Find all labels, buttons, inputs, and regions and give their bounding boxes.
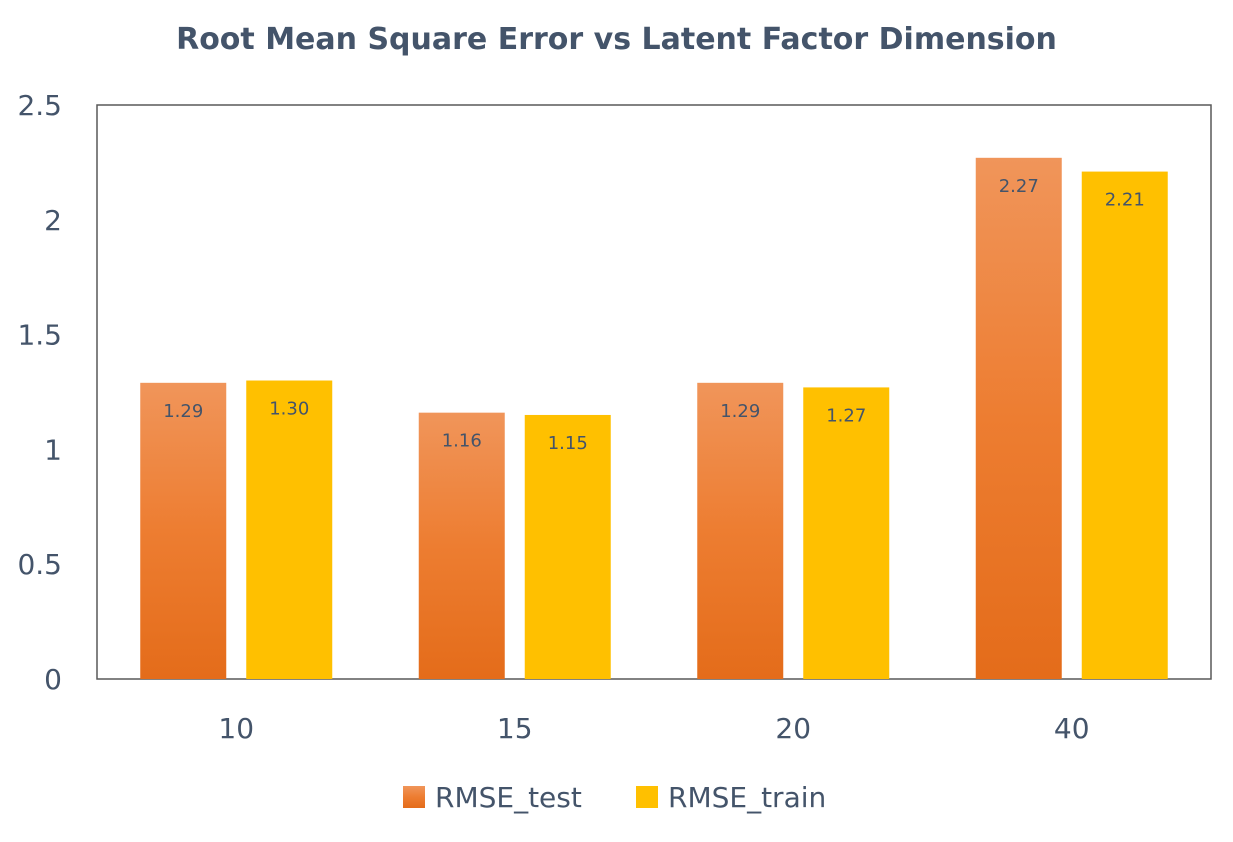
y-tick-label: 2 [44,204,62,237]
y-tick-label: 1.5 [17,319,62,352]
x-tick-label: 20 [775,712,811,745]
legend-swatch [636,786,658,808]
bar-RMSE_test-15 [418,412,505,679]
x-axis-ticks: 10 15 20 40 [218,712,1089,745]
y-tick-label: 0 [44,663,62,696]
legend-label: RMSE_test [435,781,582,814]
bar-RMSE_train-40 [1081,171,1168,680]
data-label: 1.29 [720,401,760,422]
x-tick-label: 10 [218,712,254,745]
x-tick-label: 40 [1054,712,1090,745]
x-tick-label: 15 [497,712,533,745]
bar-RMSE_test-40 [975,157,1062,680]
y-tick-label: 1 [44,433,62,466]
bar-RMSE_train-10 [246,380,333,679]
data-label: 1.29 [163,401,203,422]
chart-title: Root Mean Square Error vs Latent Factor … [176,22,1057,57]
data-labels: 1.29 1.30 1.16 1.15 1.29 1.27 2.27 2.21 [163,176,1145,454]
bar-RMSE_train-15 [524,414,611,679]
legend: RMSE_test RMSE_train [403,781,826,814]
bars [140,157,1168,680]
data-label: 1.30 [269,399,309,420]
data-label: 1.15 [548,433,588,454]
data-label: 1.27 [826,405,866,426]
plot-area-frame [96,104,1212,680]
y-tick-label: 0.5 [17,548,62,581]
bar-RMSE_test-10 [140,382,227,679]
data-label: 2.21 [1105,190,1145,211]
data-label: 1.16 [442,431,482,452]
bar-RMSE_test-20 [697,382,784,679]
y-tick-label: 2.5 [17,89,62,122]
legend-swatch [403,786,425,808]
data-label: 2.27 [999,176,1039,197]
legend-label: RMSE_train [668,781,826,814]
bar-RMSE_train-20 [803,387,890,679]
y-axis-ticks: 0 0.5 1 1.5 2 2.5 [17,89,62,696]
